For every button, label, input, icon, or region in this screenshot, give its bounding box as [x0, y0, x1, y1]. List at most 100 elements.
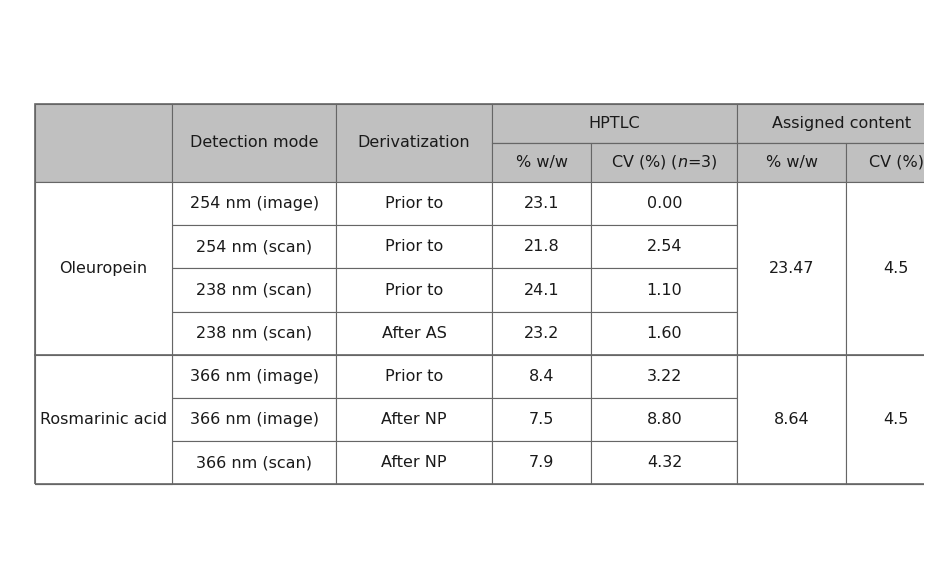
Bar — [172, 312, 337, 355]
Bar — [492, 398, 591, 441]
Bar — [737, 143, 846, 182]
Text: % w/w: % w/w — [515, 155, 567, 170]
Bar — [591, 268, 737, 312]
Bar — [35, 225, 172, 268]
Bar — [172, 104, 337, 182]
Text: 23.47: 23.47 — [769, 261, 815, 276]
Bar — [737, 182, 846, 355]
Text: 24.1: 24.1 — [524, 282, 559, 298]
Text: 238 nm (scan): 238 nm (scan) — [196, 325, 312, 341]
Bar — [35, 312, 172, 355]
Bar — [591, 355, 737, 398]
Bar — [737, 104, 930, 143]
Bar — [337, 312, 492, 355]
Text: 238 nm (scan): 238 nm (scan) — [196, 282, 312, 298]
Text: 8.80: 8.80 — [646, 412, 683, 427]
Text: 0.00: 0.00 — [646, 196, 683, 211]
Bar — [35, 182, 172, 355]
Bar — [337, 268, 492, 312]
Bar — [846, 268, 930, 312]
Text: % w/w: % w/w — [766, 155, 818, 170]
Bar — [172, 441, 337, 484]
Bar — [35, 104, 172, 182]
Text: After NP: After NP — [381, 455, 446, 471]
Bar — [846, 355, 930, 398]
Text: 366 nm (scan): 366 nm (scan) — [196, 455, 312, 471]
Text: 2.54: 2.54 — [646, 239, 683, 255]
Bar — [172, 398, 337, 441]
Text: 366 nm (image): 366 nm (image) — [190, 369, 319, 384]
Bar — [492, 312, 591, 355]
Bar — [492, 182, 591, 225]
Text: 8.4: 8.4 — [529, 369, 554, 384]
Bar — [846, 182, 930, 225]
Bar — [337, 225, 492, 268]
Bar — [35, 355, 172, 484]
Bar — [846, 143, 930, 182]
Text: After NP: After NP — [381, 412, 446, 427]
Bar — [35, 355, 172, 398]
Text: Detection mode: Detection mode — [190, 135, 318, 150]
Text: Derivatization: Derivatization — [358, 135, 471, 150]
Bar — [737, 441, 846, 484]
Bar — [846, 182, 930, 355]
Text: Prior to: Prior to — [385, 369, 443, 384]
Bar — [591, 441, 737, 484]
Text: 7.5: 7.5 — [529, 412, 554, 427]
Bar — [492, 104, 737, 143]
Text: 4.32: 4.32 — [646, 455, 682, 471]
Text: 21.8: 21.8 — [524, 239, 560, 255]
Bar — [591, 225, 737, 268]
Bar — [172, 182, 337, 225]
Bar — [492, 355, 591, 398]
Bar — [172, 225, 337, 268]
Bar — [846, 225, 930, 268]
Text: 1.10: 1.10 — [646, 282, 683, 298]
Bar — [846, 441, 930, 484]
Bar — [492, 225, 591, 268]
Text: CV (%) ($\it{n}$=3): CV (%) ($\it{n}$=3) — [611, 153, 718, 172]
Text: Prior to: Prior to — [385, 282, 443, 298]
Text: 3.22: 3.22 — [646, 369, 682, 384]
Text: 1.60: 1.60 — [646, 325, 683, 341]
Text: 366 nm (image): 366 nm (image) — [190, 412, 319, 427]
Bar — [492, 441, 591, 484]
Text: 23.2: 23.2 — [524, 325, 559, 341]
Bar — [337, 104, 492, 182]
Bar — [337, 441, 492, 484]
Bar — [35, 398, 172, 441]
Bar — [35, 104, 930, 484]
Bar — [737, 398, 846, 441]
Bar — [172, 355, 337, 398]
Bar — [172, 268, 337, 312]
Text: Rosmarinic acid: Rosmarinic acid — [40, 412, 167, 427]
Bar — [337, 398, 492, 441]
Bar — [737, 355, 846, 484]
Bar — [591, 182, 737, 225]
Bar — [35, 441, 172, 484]
Bar — [337, 355, 492, 398]
Text: Oleuropein: Oleuropein — [60, 261, 148, 276]
Text: Prior to: Prior to — [385, 239, 443, 255]
Text: 23.1: 23.1 — [524, 196, 559, 211]
Bar — [591, 398, 737, 441]
Bar — [492, 268, 591, 312]
Text: Prior to: Prior to — [385, 196, 443, 211]
Bar — [737, 225, 846, 268]
Bar — [846, 398, 930, 441]
Bar — [35, 182, 172, 225]
Bar — [492, 143, 591, 182]
Text: 254 nm (scan): 254 nm (scan) — [196, 239, 312, 255]
Bar — [846, 312, 930, 355]
Text: Assigned content: Assigned content — [772, 116, 911, 131]
Bar — [591, 143, 737, 182]
Bar — [591, 312, 737, 355]
Text: 4.5: 4.5 — [884, 412, 910, 427]
Text: After AS: After AS — [381, 325, 446, 341]
Bar — [846, 355, 930, 484]
Text: HPTLC: HPTLC — [589, 116, 641, 131]
Text: CV (%): CV (%) — [869, 155, 923, 170]
Bar — [737, 182, 846, 225]
Bar — [35, 268, 172, 312]
Text: 4.5: 4.5 — [884, 261, 910, 276]
